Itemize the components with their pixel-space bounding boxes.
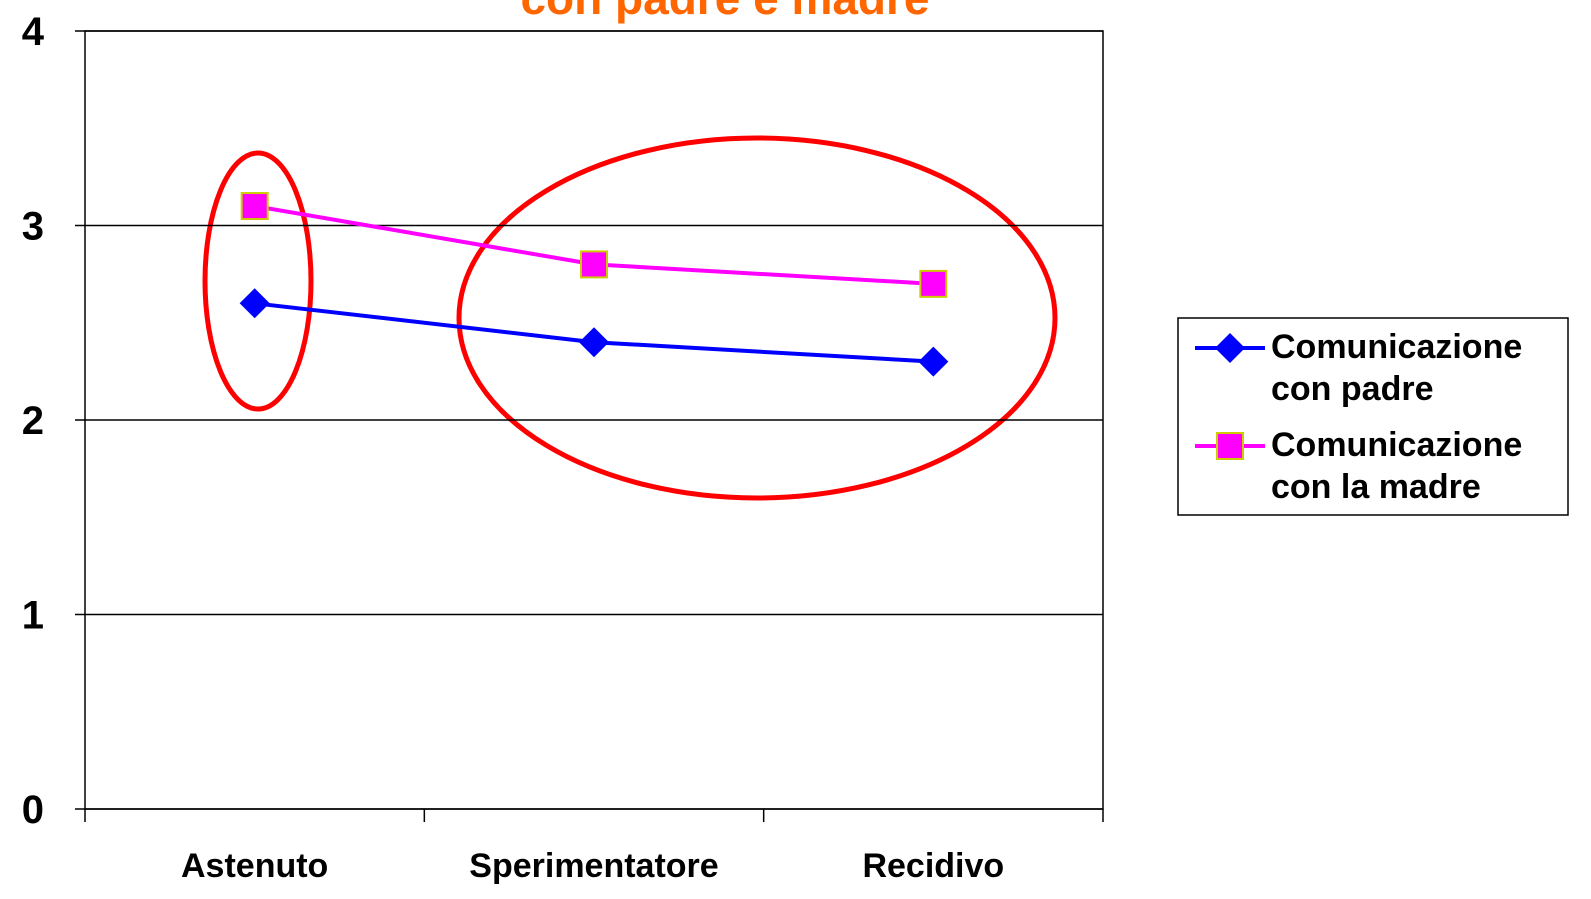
chart-title: con padre e madre xyxy=(520,0,929,24)
x-tick-label: Sperimentatore xyxy=(469,847,718,885)
y-tick-label: 4 xyxy=(22,10,45,54)
legend xyxy=(1177,317,1569,516)
legend-label-box: Comunicazione con padre xyxy=(1271,328,1523,408)
marker xyxy=(240,192,269,221)
x-tick-label: Recidivo xyxy=(862,847,1004,885)
y-tick-label: 2 xyxy=(22,399,44,443)
y-tick-label: 3 xyxy=(22,205,44,249)
marker xyxy=(919,269,948,298)
legend-label: Comunicazione con padre xyxy=(1271,328,1523,408)
legend-label: Comunicazione con la madre xyxy=(1271,426,1523,506)
marker xyxy=(1216,432,1244,460)
annotation-ellipse xyxy=(202,150,314,412)
y-tick-label: 0 xyxy=(22,788,44,832)
marker xyxy=(579,327,609,358)
x-tick-label: Astenuto xyxy=(181,847,328,885)
marker xyxy=(239,288,270,319)
y-tick-label: 1 xyxy=(22,594,44,638)
legend-label-box: Comunicazione con la madre xyxy=(1271,426,1523,506)
marker xyxy=(580,250,608,279)
marker xyxy=(1215,333,1245,363)
annotation-ellipse xyxy=(456,135,1058,501)
marker xyxy=(918,346,949,377)
